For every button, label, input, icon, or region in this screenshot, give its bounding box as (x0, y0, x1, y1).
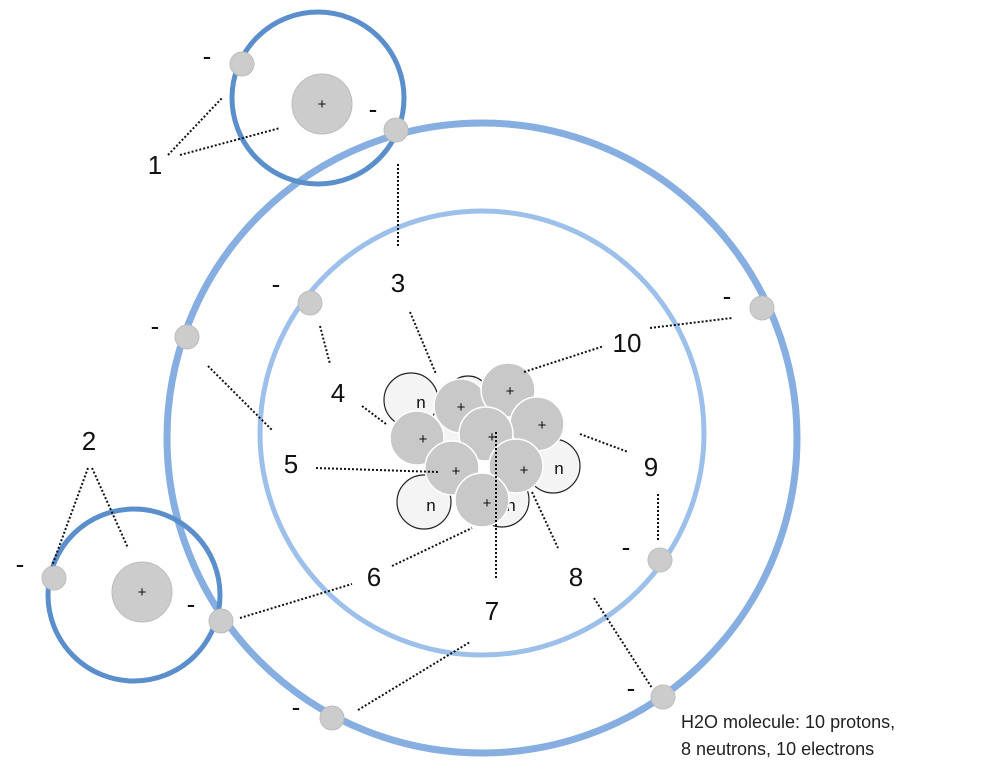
hydrogen-2-proton (111, 561, 173, 623)
electron (297, 290, 323, 316)
leader-line-2a (51, 467, 89, 567)
label-6: 6 (367, 562, 381, 592)
hydrogen-1-shell (229, 9, 407, 187)
electron-sign: - (272, 269, 281, 299)
label-9: 9 (644, 452, 658, 482)
leader-line-4b (361, 405, 387, 425)
electron (749, 295, 775, 321)
electron-sign: - (203, 41, 212, 71)
neutron-label: n (416, 393, 425, 412)
proton-sign: + (452, 463, 461, 480)
proton-sign: + (506, 383, 515, 400)
neutron-label: n (506, 496, 515, 515)
leader-line-10b (649, 317, 733, 329)
proton-sign: + (488, 429, 497, 446)
label-4: 4 (331, 378, 345, 408)
electron (650, 684, 676, 710)
electron (174, 324, 200, 350)
electron-sign: - (151, 311, 160, 341)
electron-sign: - (187, 589, 196, 619)
proton-sign: + (419, 431, 428, 448)
neutron-label: n (426, 496, 435, 515)
label-8: 8 (569, 562, 583, 592)
proton-sign: + (457, 399, 466, 416)
electron-sign: - (723, 281, 732, 311)
leader-line-1b (179, 127, 281, 156)
label-3: 3 (391, 268, 405, 298)
proton-sign: + (483, 495, 492, 512)
electron-sign: - (369, 94, 378, 124)
leader-line-4a (319, 325, 331, 365)
leader-line-6a (239, 583, 353, 619)
leader-line-8b (593, 597, 653, 689)
leader-line-10a (523, 345, 605, 373)
electron-sign: - (627, 673, 636, 703)
leader-line-6b (391, 527, 473, 567)
electron-sign: - (16, 549, 25, 579)
leader-line-8a (531, 491, 559, 549)
electron-sign: - (292, 692, 301, 722)
label-10: 10 (613, 328, 642, 358)
oxygen-inner-shell (257, 208, 707, 658)
label-1: 1 (148, 150, 162, 180)
hydrogen-2-proton-sign: + (138, 584, 147, 601)
electron (319, 705, 345, 731)
leader-line-2b (91, 467, 129, 549)
label-7: 7 (485, 596, 499, 626)
electron (208, 608, 234, 634)
electron (383, 117, 409, 143)
leader-line-5a (207, 365, 273, 431)
electron (229, 51, 255, 77)
oxygen-nucleus: n n n n + + + + + + + + (383, 362, 581, 530)
proton (488, 438, 544, 494)
hydrogen-1-proton (291, 73, 353, 135)
electron-sign: - (622, 532, 631, 562)
hydrogen-2-shell (45, 506, 223, 684)
label-2: 2 (82, 426, 96, 456)
neutron-label: n (554, 459, 563, 478)
leader-line-5b (315, 467, 439, 473)
leader-lines (51, 97, 733, 711)
leader-line-3b (409, 311, 437, 375)
proton-sign: + (520, 462, 529, 479)
caption-line-2: 8 neutrons, 10 electrons (681, 739, 874, 759)
caption-line-1: H2O molecule: 10 protons, (681, 712, 895, 732)
electron (647, 547, 673, 573)
oxygen-outer-shell (163, 119, 801, 757)
label-5: 5 (284, 449, 298, 479)
leader-line-9a (579, 433, 629, 453)
leader-line-1a (167, 97, 223, 156)
proton-sign: + (538, 417, 547, 434)
hydrogen-1-proton-sign: + (318, 96, 327, 113)
electron (41, 565, 67, 591)
leader-line-7b (357, 641, 471, 711)
